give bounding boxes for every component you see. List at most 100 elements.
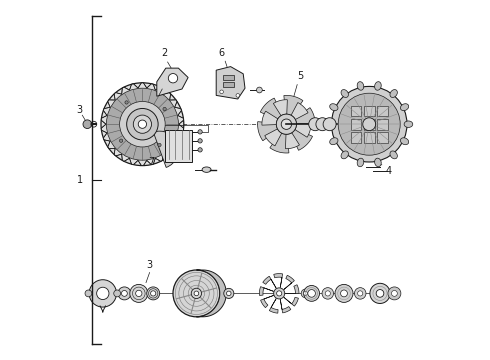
Circle shape: [198, 139, 202, 143]
Circle shape: [118, 287, 131, 300]
Polygon shape: [265, 129, 282, 146]
Polygon shape: [216, 67, 245, 99]
Circle shape: [338, 93, 400, 155]
FancyBboxPatch shape: [223, 75, 234, 80]
Circle shape: [376, 289, 384, 297]
Ellipse shape: [404, 121, 413, 127]
Circle shape: [388, 287, 401, 300]
Polygon shape: [284, 275, 294, 289]
Polygon shape: [284, 95, 303, 116]
FancyBboxPatch shape: [165, 130, 192, 162]
Circle shape: [83, 120, 92, 129]
Circle shape: [276, 114, 296, 134]
Polygon shape: [294, 108, 315, 127]
Circle shape: [354, 288, 366, 299]
Circle shape: [133, 115, 151, 133]
Polygon shape: [286, 133, 299, 149]
FancyBboxPatch shape: [350, 105, 361, 116]
Circle shape: [257, 87, 262, 93]
Circle shape: [130, 284, 148, 302]
Polygon shape: [157, 68, 188, 96]
Circle shape: [101, 83, 184, 166]
FancyBboxPatch shape: [364, 105, 374, 116]
Circle shape: [301, 289, 310, 298]
Circle shape: [147, 287, 160, 300]
Text: 4: 4: [386, 166, 392, 176]
Ellipse shape: [375, 82, 381, 90]
Circle shape: [316, 118, 329, 131]
Text: 3: 3: [147, 260, 153, 270]
Polygon shape: [261, 296, 273, 308]
Circle shape: [370, 283, 390, 303]
Circle shape: [224, 288, 234, 298]
Circle shape: [173, 270, 220, 317]
Polygon shape: [101, 83, 184, 166]
Circle shape: [85, 290, 92, 297]
Circle shape: [89, 280, 117, 307]
Circle shape: [163, 107, 166, 111]
Ellipse shape: [330, 104, 338, 111]
Polygon shape: [291, 103, 308, 120]
Circle shape: [114, 290, 121, 297]
Circle shape: [323, 118, 336, 131]
Circle shape: [120, 139, 123, 142]
Circle shape: [303, 292, 307, 295]
Polygon shape: [259, 287, 273, 296]
Polygon shape: [280, 299, 291, 313]
Polygon shape: [291, 129, 313, 150]
Ellipse shape: [357, 158, 364, 167]
Ellipse shape: [202, 167, 211, 172]
Polygon shape: [270, 298, 278, 313]
Circle shape: [341, 290, 347, 297]
Circle shape: [363, 118, 376, 131]
Polygon shape: [295, 123, 311, 137]
Text: 5: 5: [298, 71, 304, 81]
Circle shape: [169, 73, 178, 83]
FancyBboxPatch shape: [350, 132, 361, 143]
Circle shape: [236, 94, 240, 97]
Circle shape: [226, 291, 231, 296]
FancyBboxPatch shape: [377, 119, 388, 130]
Circle shape: [273, 288, 285, 299]
Text: 3: 3: [76, 105, 82, 115]
Circle shape: [304, 285, 319, 301]
Circle shape: [358, 291, 363, 296]
Ellipse shape: [330, 138, 338, 145]
Polygon shape: [270, 132, 289, 153]
Circle shape: [198, 130, 202, 134]
Circle shape: [138, 120, 147, 129]
Circle shape: [127, 108, 158, 140]
Circle shape: [191, 288, 201, 298]
Circle shape: [120, 102, 165, 147]
Circle shape: [331, 86, 407, 162]
Ellipse shape: [400, 104, 409, 111]
Polygon shape: [260, 98, 282, 120]
Ellipse shape: [341, 151, 348, 159]
Ellipse shape: [390, 90, 397, 98]
Circle shape: [97, 287, 109, 300]
Ellipse shape: [375, 158, 381, 167]
FancyBboxPatch shape: [364, 132, 374, 143]
Circle shape: [281, 119, 292, 129]
Circle shape: [335, 284, 353, 302]
Circle shape: [194, 291, 199, 296]
Circle shape: [122, 291, 127, 296]
Ellipse shape: [390, 151, 397, 159]
Polygon shape: [263, 276, 276, 288]
Polygon shape: [262, 111, 278, 125]
Circle shape: [325, 291, 330, 296]
Circle shape: [150, 291, 156, 296]
FancyBboxPatch shape: [377, 132, 388, 143]
Circle shape: [198, 148, 202, 152]
Circle shape: [158, 143, 161, 147]
Circle shape: [136, 290, 142, 297]
Circle shape: [106, 88, 178, 160]
Ellipse shape: [357, 82, 364, 90]
Ellipse shape: [341, 90, 348, 98]
Circle shape: [277, 291, 282, 296]
Circle shape: [322, 288, 334, 299]
Wedge shape: [153, 131, 178, 167]
Polygon shape: [274, 274, 283, 288]
FancyBboxPatch shape: [350, 119, 361, 130]
Circle shape: [309, 118, 321, 131]
